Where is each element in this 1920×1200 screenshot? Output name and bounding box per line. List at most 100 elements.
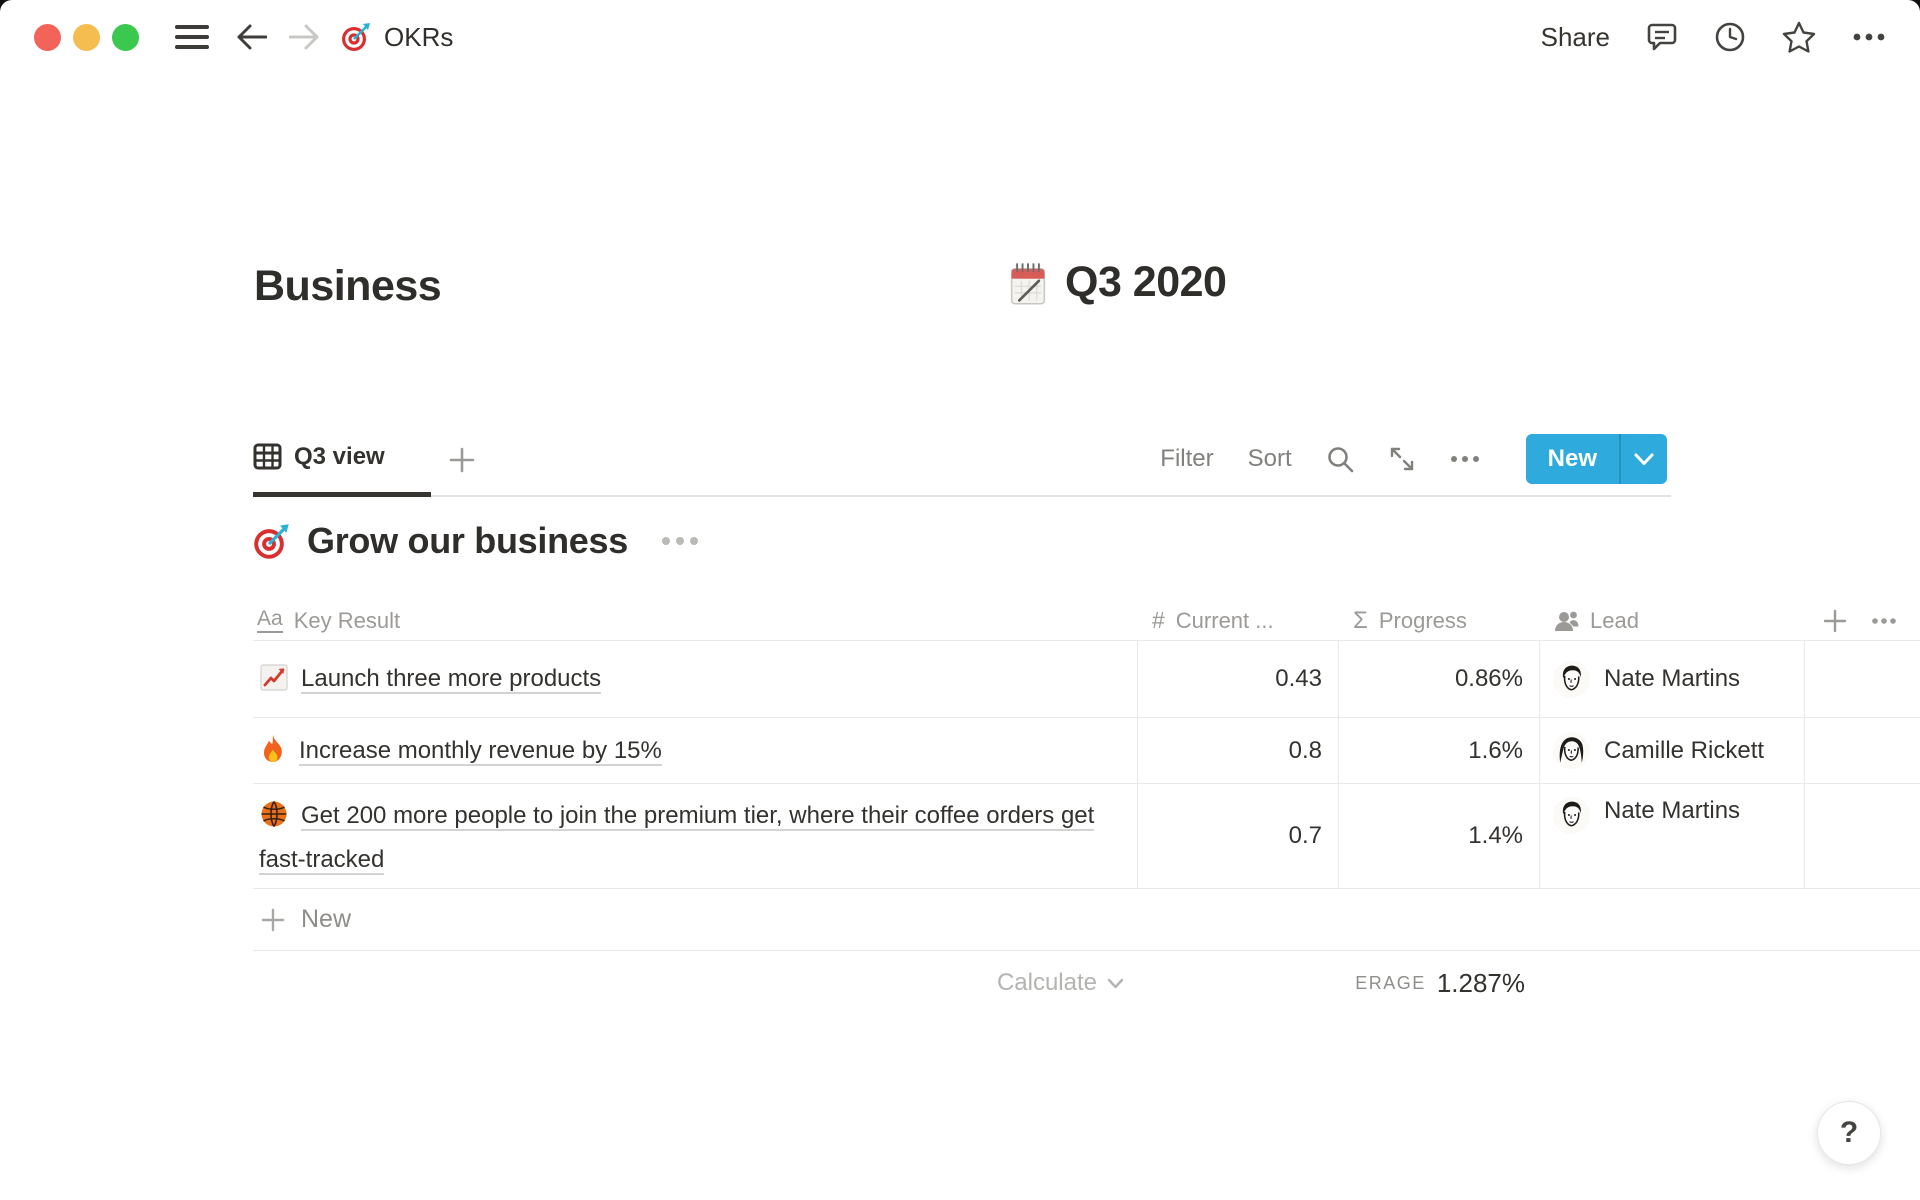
- new-button-label[interactable]: New: [1547, 445, 1597, 472]
- key-result-link[interactable]: Get 200 more people to join the premium …: [259, 802, 1095, 875]
- fire-emoji-icon: [259, 734, 287, 764]
- left-page-title: Business: [254, 262, 442, 310]
- formula-property-icon: Σ: [1353, 606, 1368, 634]
- add-row-button[interactable]: New: [253, 889, 1920, 951]
- progress-cell[interactable]: 1.6%: [1339, 718, 1540, 783]
- text-property-icon: Aa: [257, 608, 283, 633]
- current-cell[interactable]: 0.43: [1138, 641, 1339, 717]
- active-tab-underline: [253, 492, 431, 497]
- column-label: Progress: [1378, 607, 1467, 633]
- new-button-divider: [1619, 434, 1621, 484]
- viewbar-divider: [253, 495, 1671, 497]
- window-controls: [34, 23, 139, 51]
- section-heading: Grow our business: [253, 520, 699, 562]
- current-cell[interactable]: 0.8: [1138, 718, 1339, 783]
- progress-cell[interactable]: 1.4%: [1339, 784, 1540, 888]
- lead-cell[interactable]: Nate Martins: [1540, 641, 1805, 717]
- right-page-title: Q3 2020: [1065, 258, 1227, 306]
- key-result-link[interactable]: Launch three more products: [301, 665, 602, 694]
- lead-cell[interactable]: Camille Rickett: [1540, 718, 1805, 783]
- table-view-icon: [253, 442, 282, 471]
- tab-q3-view[interactable]: Q3 view: [253, 442, 385, 471]
- updates-clock-icon[interactable]: [1714, 21, 1746, 53]
- chevron-down-icon: [1107, 978, 1124, 988]
- view-controls: Filter Sort New: [1160, 433, 1667, 485]
- spiral-calendar-emoji-icon: [1006, 259, 1050, 307]
- more-options-icon[interactable]: [1852, 32, 1886, 42]
- avatar: [1553, 660, 1590, 698]
- lead-name: Camille Rickett: [1604, 736, 1765, 764]
- avatar: [1553, 797, 1590, 834]
- table-row[interactable]: Increase monthly revenue by 15% 0.8 1.6%…: [253, 718, 1920, 784]
- zoom-window-button[interactable]: [112, 23, 139, 51]
- share-button[interactable]: Share: [1540, 21, 1610, 52]
- column-header-progress[interactable]: Σ Progress: [1339, 601, 1540, 640]
- forward-arrow-icon[interactable]: [289, 24, 319, 50]
- view-more-icon[interactable]: [1450, 455, 1480, 463]
- filter-button[interactable]: Filter: [1160, 445, 1214, 472]
- tab-label: Q3 view: [294, 442, 385, 470]
- titlebar: OKRs Share: [0, 0, 1920, 74]
- progress-cell[interactable]: 0.86%: [1339, 641, 1540, 717]
- section-more-icon[interactable]: [661, 536, 699, 546]
- column-label: Lead: [1590, 607, 1639, 633]
- table-more-icon[interactable]: [1871, 617, 1897, 625]
- back-arrow-icon[interactable]: [237, 24, 267, 50]
- section-title: Grow our business: [307, 520, 628, 561]
- page-title: OKRs: [384, 21, 454, 52]
- table-row[interactable]: Get 200 more people to join the premium …: [253, 784, 1920, 889]
- target-emoji-icon: [253, 523, 290, 560]
- sidebar-menu-icon[interactable]: [175, 24, 209, 50]
- okr-table: Aa Key Result # Current ... Σ Progress L…: [253, 601, 1920, 1015]
- comments-icon[interactable]: [1646, 21, 1678, 53]
- key-result-cell[interactable]: Get 200 more people to join the premium …: [253, 784, 1138, 888]
- titlebar-actions: Share: [1541, 21, 1886, 53]
- avatar: [1553, 732, 1590, 769]
- key-result-link[interactable]: Increase monthly revenue by 15%: [299, 736, 662, 766]
- lead-name: Nate Martins: [1604, 665, 1741, 692]
- column-header-extra: [1805, 601, 1920, 640]
- add-column-plus-icon[interactable]: [1823, 609, 1847, 633]
- aggregate-value: 1.287%: [1436, 967, 1525, 998]
- add-row-label: New: [301, 905, 352, 933]
- expand-icon[interactable]: [1388, 445, 1416, 473]
- minimize-window-button[interactable]: [73, 23, 100, 51]
- column-header-current[interactable]: # Current ...: [1138, 601, 1339, 640]
- column-header-lead[interactable]: Lead: [1540, 601, 1805, 640]
- basketball-emoji-icon: [259, 799, 289, 829]
- progress-aggregate[interactable]: ERAGE 1.287%: [1339, 951, 1540, 1015]
- new-record-button[interactable]: New: [1525, 434, 1667, 484]
- add-view-plus-icon[interactable]: [448, 446, 476, 474]
- lead-cell[interactable]: Nate Martins: [1540, 784, 1805, 888]
- calculate-dropdown[interactable]: Calculate: [253, 951, 1138, 1015]
- new-button-chevron-down-icon[interactable]: [1621, 434, 1667, 484]
- lead-name: Nate Martins: [1604, 797, 1741, 824]
- search-icon[interactable]: [1326, 445, 1354, 473]
- target-emoji-icon: [341, 22, 371, 52]
- table-footer: Calculate ERAGE 1.287%: [253, 951, 1920, 1015]
- table-header-row: Aa Key Result # Current ... Σ Progress L…: [253, 601, 1920, 641]
- plus-icon: [260, 907, 286, 933]
- table-row[interactable]: Launch three more products 0.43 0.86% Na…: [253, 641, 1920, 718]
- person-property-icon: [1554, 610, 1579, 632]
- calculate-label: Calculate: [996, 969, 1097, 996]
- empty-cell[interactable]: [1805, 784, 1920, 888]
- number-property-icon: #: [1152, 607, 1165, 633]
- history-nav: [237, 24, 319, 50]
- favorite-star-icon[interactable]: [1782, 21, 1816, 53]
- key-result-cell[interactable]: Launch three more products: [253, 641, 1138, 717]
- column-label: Current ...: [1175, 607, 1274, 633]
- right-page-title-block: Q3 2020: [1006, 258, 1227, 307]
- empty-cell[interactable]: [1805, 641, 1920, 717]
- close-window-button[interactable]: [34, 23, 61, 51]
- column-header-key-result[interactable]: Aa Key Result: [253, 601, 1138, 640]
- breadcrumb[interactable]: OKRs: [341, 22, 453, 53]
- key-result-cell[interactable]: Increase monthly revenue by 15%: [253, 718, 1138, 783]
- help-button[interactable]: ?: [1817, 1101, 1881, 1165]
- current-cell[interactable]: 0.7: [1138, 784, 1339, 888]
- sort-button[interactable]: Sort: [1247, 445, 1292, 472]
- chart-increasing-emoji-icon: [259, 662, 289, 692]
- empty-cell[interactable]: [1805, 718, 1920, 783]
- aggregate-label: ERAGE: [1355, 972, 1426, 993]
